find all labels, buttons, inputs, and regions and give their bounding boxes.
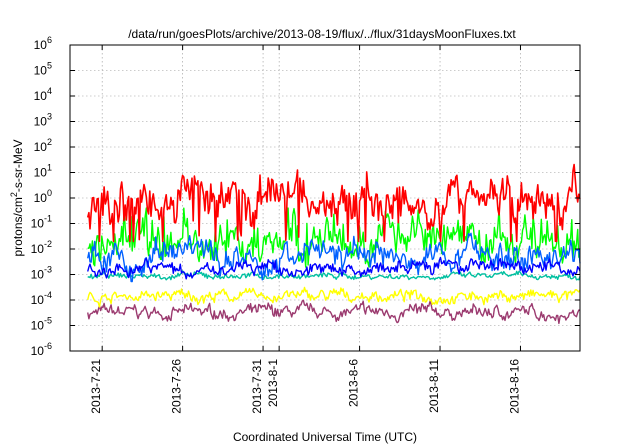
x-tick-label: 2013-8-1 <box>266 359 280 407</box>
series-layer <box>86 163 581 325</box>
x-tick-label: 2013-7-31 <box>250 359 264 414</box>
x-tick-label: 2013-8-6 <box>347 359 361 407</box>
series-line <box>87 299 581 325</box>
series-line <box>87 207 581 268</box>
x-tick-label: 2013-8-11 <box>427 359 441 413</box>
series-line <box>87 286 581 308</box>
x-tick-label: 2013-7-26 <box>170 359 184 414</box>
y-axis-label: protons/cm2-s-sr-MeV <box>9 139 25 256</box>
y-tick-label: 105 <box>34 61 52 78</box>
x-tick-label: 2013-7-21 <box>89 359 103 414</box>
y-tick-label: 10-6 <box>31 341 52 358</box>
series-line <box>87 270 581 281</box>
y-tick-label: 10-2 <box>31 239 52 256</box>
y-tick-label: 104 <box>34 86 52 103</box>
y-tick-label: 10-1 <box>31 214 52 231</box>
chart-title: /data/run/goesPlots/archive/2013-08-19/f… <box>128 27 516 41</box>
y-tick-label: 10-3 <box>31 265 52 282</box>
y-tick-label: 102 <box>34 137 52 154</box>
y-tick-label: 10-5 <box>31 316 52 333</box>
series-line <box>86 163 581 243</box>
y-tick-label: 103 <box>34 112 52 129</box>
x-tick-label: 2013-8-16 <box>507 359 521 414</box>
y-tick-label: 106 <box>34 35 52 52</box>
y-tick-label: 10-4 <box>31 290 52 307</box>
y-tick-label: 100 <box>34 188 52 205</box>
series-line <box>87 256 581 280</box>
x-axis-label: Coordinated Universal Time (UTC) <box>233 430 417 444</box>
axis-layer: 10-6 10-5 10-4 10-3 10-2 10-1 100 101 102 103 104 1… <box>31 35 580 414</box>
y-tick-label: 101 <box>34 163 52 180</box>
